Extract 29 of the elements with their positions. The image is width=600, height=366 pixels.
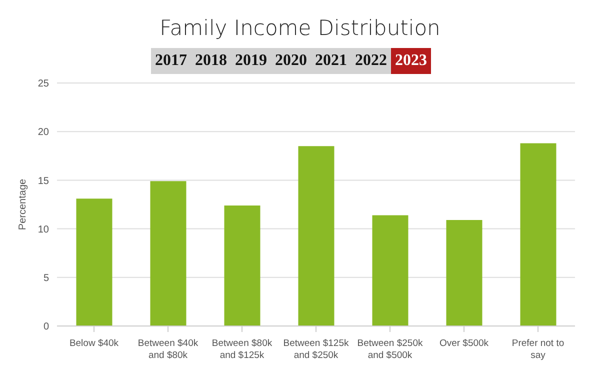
chart-title: Family Income Distribution (158, 16, 442, 40)
text: 2021 (311, 48, 351, 74)
x-tick-label: Prefer not to say (512, 338, 564, 361)
bar (76, 198, 112, 326)
bar (372, 215, 408, 326)
x-tick-label: Between $250k and $500k (357, 338, 423, 361)
bar (520, 143, 556, 326)
bar (446, 220, 482, 326)
text: 2017 (151, 48, 191, 74)
bar (224, 205, 260, 326)
y-tick-label: 10 (38, 224, 50, 236)
x-tick-label: Below $40k (69, 338, 119, 349)
x-tick-label: Between $40k and $80k (138, 338, 198, 361)
text: 2022 (351, 48, 391, 74)
text: 2023 (391, 48, 431, 74)
text: 2020 (271, 48, 311, 74)
text: 2019 (231, 48, 271, 74)
x-tick-label: Over $500k (439, 338, 489, 349)
y-tick-label: 15 (38, 176, 50, 187)
x-tick-label: Between $80k and $125k (212, 338, 272, 361)
y-tick-label: 5 (43, 272, 50, 284)
x-tick-label: Between $125k and $250k (283, 338, 349, 361)
text: 2018 (191, 48, 231, 74)
y-tick-label: 20 (38, 127, 50, 138)
y-axis-title: Percentage (18, 178, 29, 230)
y-tick-label: 0 (43, 322, 50, 333)
bar (150, 181, 186, 326)
y-tick-label: 25 (38, 78, 50, 90)
bar (298, 146, 334, 326)
